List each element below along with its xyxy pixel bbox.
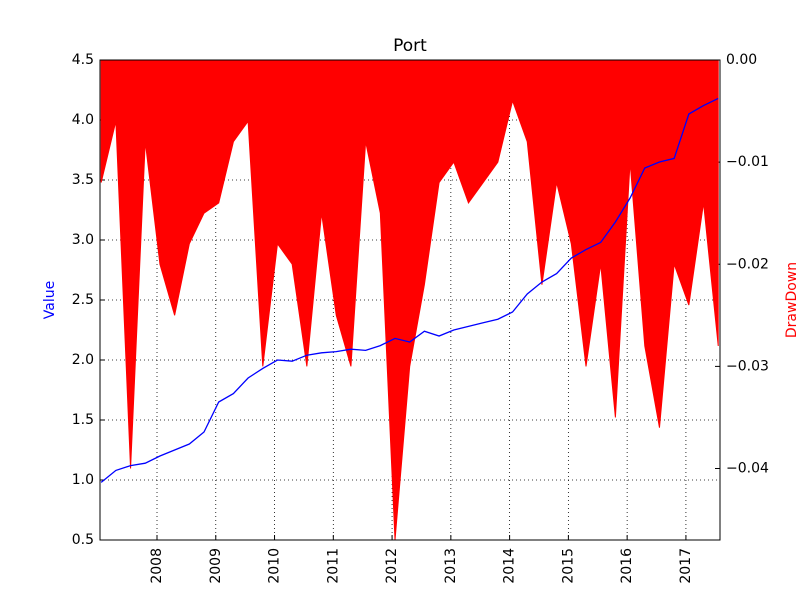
- y-axis-label: Value: [42, 281, 58, 319]
- y-tick-label: 4.5: [72, 52, 94, 68]
- plot-frame: [99, 59, 721, 541]
- x-tick-label: 2010: [267, 548, 283, 584]
- x-tick-label: 2015: [560, 548, 576, 584]
- y-tick-label: 3.5: [72, 172, 94, 188]
- y-tick-label: 2.5: [72, 292, 94, 308]
- y-tick-label: 1.5: [72, 412, 94, 428]
- x-tick-label: 2011: [325, 548, 341, 584]
- y2-axis-label: DrawDown: [784, 262, 800, 338]
- y-tick-label: 3.0: [72, 232, 94, 248]
- y2-tick-label: 0.00: [726, 52, 757, 68]
- x-tick-label: 2017: [678, 548, 694, 584]
- chart-title: Port: [393, 36, 427, 56]
- x-tick-label: 2014: [502, 548, 518, 584]
- y2-tick-label: −0.03: [726, 358, 769, 374]
- y2-tick-label: −0.04: [726, 461, 769, 477]
- y-tick-label: 1.0: [72, 472, 94, 488]
- y2-tick-label: −0.02: [726, 256, 769, 272]
- drawdown-area: [100, 59, 719, 541]
- x-tick-label: 2009: [208, 548, 224, 584]
- value-line: [100, 97, 719, 483]
- y2-tick-label: −0.01: [726, 154, 769, 170]
- x-tick-label: 2008: [149, 548, 165, 584]
- x-tick-label: 2016: [619, 548, 635, 584]
- y-tick-label: 0.5: [72, 532, 94, 548]
- x-tick-label: 2012: [384, 548, 400, 584]
- y-tick-label: 2.0: [72, 352, 94, 368]
- x-tick-label: 2013: [443, 548, 459, 584]
- y-tick-label: 4.0: [72, 112, 94, 128]
